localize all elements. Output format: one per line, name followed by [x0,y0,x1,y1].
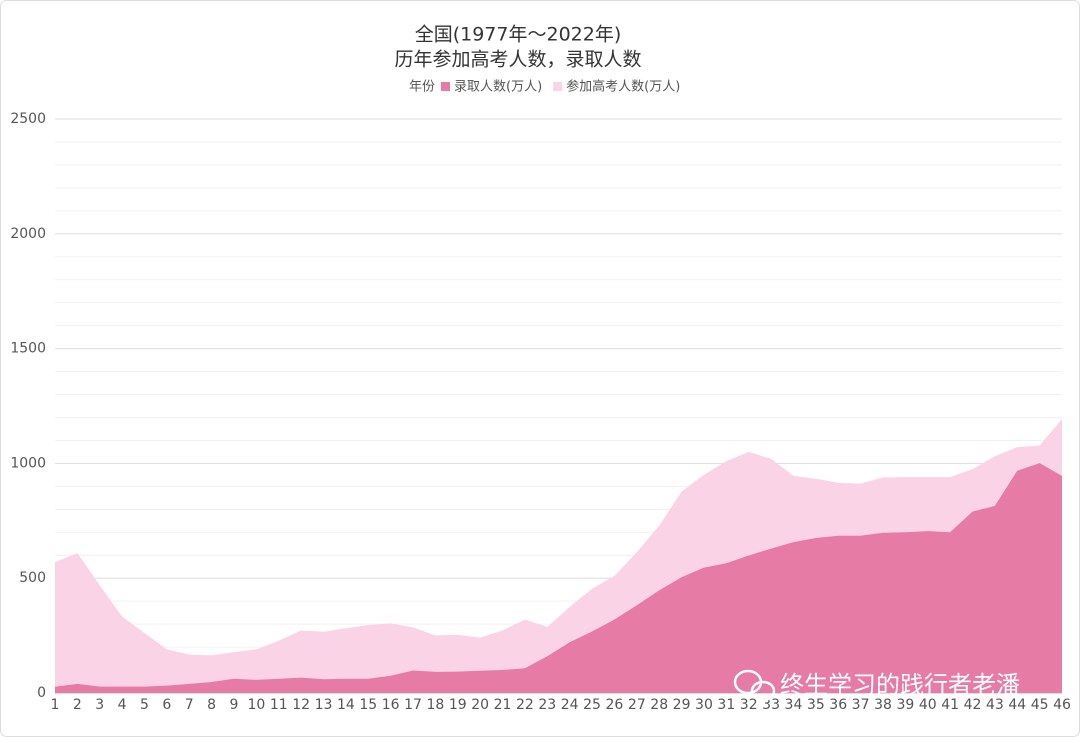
x-tick-label: 24 [561,697,579,713]
x-tick-label: 25 [583,697,601,713]
x-tick-label: 12 [292,697,310,713]
x-tick-label: 21 [494,697,512,713]
x-tick-label: 3 [95,697,104,713]
x-tick-label: 42 [964,697,982,713]
x-tick-label: 33 [762,697,780,713]
y-tick-label: 1500 [10,341,46,357]
x-tick-label: 1 [51,697,60,713]
x-tick-label: 17 [404,697,422,713]
x-tick-label: 31 [717,697,735,713]
watermark-icon [733,669,776,702]
y-tick-label: 1000 [10,455,46,471]
x-tick-label: 9 [230,697,239,713]
legend: 年份 录取人数(万人) 参加高考人数(万人) [409,79,680,95]
x-tick-label: 22 [516,697,534,713]
y-tick-label: 2500 [10,111,46,127]
y-tick-label: 500 [19,570,46,586]
x-tick-label: 37 [852,697,870,713]
y-tick-label: 2000 [10,226,46,242]
legend-swatch [441,82,450,91]
x-tick-label: 20 [471,697,489,713]
area [55,463,1062,693]
x-tick-label: 43 [986,697,1004,713]
x-tick-label: 40 [919,697,937,713]
x-tick-label: 39 [896,697,914,713]
x-tick-label: 23 [538,697,556,713]
x-tick-label: 35 [807,697,825,713]
x-tick-label: 14 [337,697,355,713]
legend-label: 录取人数(万人) [454,80,542,95]
x-tick-label: 28 [650,697,668,713]
x-tick-label: 30 [695,697,713,713]
x-tick-label: 13 [315,697,333,713]
x-tick-label: 45 [1031,697,1049,713]
x-tick-label: 16 [382,697,400,713]
x-tick-label: 10 [247,697,265,713]
x-tick-label: 15 [359,697,377,713]
legend-swatch [553,82,563,91]
watermark: 终生学习的践行者老潘 [780,671,1020,699]
x-tick-label: 27 [628,697,646,713]
y-tick-label: 0 [37,685,46,701]
legend-title: 年份 [409,80,435,95]
chart-title: 全国(1977年～2022年) [415,24,622,46]
x-tick-label: 38 [874,697,892,713]
x-tick-label: 36 [829,697,847,713]
x-tick-label: 2 [73,697,82,713]
x-tick-label: 4 [118,697,127,713]
x-tick-label: 29 [673,697,691,713]
legend-label: 参加高考人数(万人) [566,79,680,95]
x-tick-label: 46 [1053,697,1071,713]
x-tick-label: 19 [449,697,467,713]
x-tick-label: 11 [270,697,288,713]
x-tick-label: 7 [185,697,194,713]
x-tick-label: 18 [427,697,445,713]
chart-subtitle: 历年参加高考人数，录取人数 [394,49,641,71]
x-tick-label: 8 [207,697,216,713]
x-tick-label: 6 [162,697,171,713]
x-tick-label: 26 [606,697,624,713]
x-tick-label: 41 [941,697,959,713]
x-tick-label: 44 [1008,697,1026,713]
x-tick-label: 32 [740,697,758,713]
x-tick-label: 5 [140,697,149,713]
x-tick-label: 34 [785,697,803,713]
